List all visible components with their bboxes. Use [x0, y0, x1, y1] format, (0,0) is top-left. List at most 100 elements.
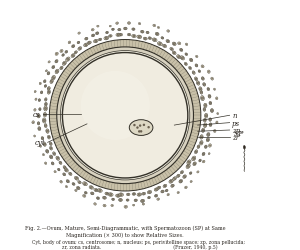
- Circle shape: [171, 185, 174, 187]
- Circle shape: [147, 126, 150, 129]
- Ellipse shape: [66, 58, 70, 62]
- Circle shape: [181, 58, 184, 60]
- Circle shape: [202, 153, 205, 156]
- Circle shape: [44, 144, 46, 146]
- Ellipse shape: [77, 42, 80, 44]
- Circle shape: [197, 172, 199, 173]
- Circle shape: [32, 122, 34, 124]
- Circle shape: [38, 100, 40, 102]
- Circle shape: [68, 42, 70, 44]
- Ellipse shape: [112, 29, 114, 31]
- Circle shape: [56, 61, 58, 63]
- Ellipse shape: [39, 145, 42, 148]
- Circle shape: [186, 44, 188, 46]
- Circle shape: [208, 153, 210, 155]
- Ellipse shape: [208, 144, 211, 148]
- Circle shape: [95, 189, 97, 192]
- Ellipse shape: [203, 108, 206, 112]
- Ellipse shape: [84, 192, 87, 194]
- Ellipse shape: [45, 70, 47, 72]
- Circle shape: [50, 143, 52, 145]
- Circle shape: [209, 102, 211, 105]
- Ellipse shape: [44, 103, 47, 107]
- Ellipse shape: [132, 29, 135, 31]
- Circle shape: [158, 187, 160, 189]
- Ellipse shape: [140, 31, 144, 34]
- Ellipse shape: [59, 162, 62, 165]
- Ellipse shape: [126, 193, 130, 196]
- Ellipse shape: [161, 190, 164, 193]
- Circle shape: [47, 73, 50, 75]
- Ellipse shape: [205, 114, 208, 118]
- Ellipse shape: [157, 27, 160, 30]
- Circle shape: [88, 42, 90, 44]
- Circle shape: [61, 68, 62, 70]
- Ellipse shape: [177, 56, 181, 60]
- Ellipse shape: [208, 95, 211, 99]
- Ellipse shape: [189, 172, 192, 175]
- Circle shape: [204, 120, 206, 122]
- Ellipse shape: [172, 177, 176, 180]
- Ellipse shape: [196, 56, 198, 58]
- Circle shape: [201, 98, 204, 100]
- Ellipse shape: [38, 127, 41, 131]
- Ellipse shape: [50, 156, 53, 159]
- Circle shape: [200, 92, 202, 94]
- Ellipse shape: [142, 203, 145, 205]
- Circle shape: [40, 146, 41, 147]
- Circle shape: [133, 193, 135, 195]
- Ellipse shape: [197, 171, 199, 173]
- Ellipse shape: [52, 152, 56, 156]
- Ellipse shape: [38, 99, 40, 102]
- Circle shape: [48, 62, 50, 64]
- Circle shape: [202, 66, 204, 68]
- Circle shape: [197, 146, 200, 148]
- Ellipse shape: [49, 142, 52, 146]
- Text: cs: cs: [33, 110, 40, 118]
- Ellipse shape: [65, 186, 68, 188]
- Circle shape: [117, 34, 119, 37]
- Ellipse shape: [75, 190, 77, 192]
- Circle shape: [124, 28, 126, 30]
- Circle shape: [120, 34, 122, 36]
- Ellipse shape: [55, 60, 58, 64]
- Circle shape: [214, 130, 216, 132]
- Ellipse shape: [44, 98, 47, 102]
- Ellipse shape: [39, 83, 41, 86]
- Circle shape: [190, 60, 192, 62]
- Circle shape: [209, 124, 211, 126]
- Circle shape: [54, 171, 56, 173]
- Circle shape: [99, 190, 101, 192]
- Ellipse shape: [116, 194, 120, 198]
- Circle shape: [110, 194, 112, 196]
- Circle shape: [211, 110, 213, 112]
- Ellipse shape: [200, 91, 203, 95]
- Circle shape: [50, 156, 52, 158]
- Ellipse shape: [154, 194, 158, 197]
- Circle shape: [60, 162, 61, 164]
- Ellipse shape: [214, 89, 215, 91]
- Circle shape: [90, 186, 92, 189]
- Ellipse shape: [204, 104, 207, 108]
- Ellipse shape: [60, 50, 63, 53]
- Ellipse shape: [157, 198, 160, 200]
- Ellipse shape: [157, 186, 161, 190]
- Circle shape: [177, 192, 179, 194]
- Ellipse shape: [179, 180, 183, 183]
- Ellipse shape: [207, 88, 210, 91]
- Ellipse shape: [187, 160, 191, 165]
- Ellipse shape: [118, 193, 124, 197]
- Circle shape: [144, 38, 146, 40]
- Ellipse shape: [152, 39, 157, 42]
- Ellipse shape: [34, 91, 36, 93]
- Circle shape: [110, 36, 111, 38]
- Ellipse shape: [140, 200, 145, 203]
- Circle shape: [196, 56, 198, 58]
- Ellipse shape: [209, 124, 212, 127]
- Ellipse shape: [85, 38, 88, 41]
- Ellipse shape: [106, 32, 109, 34]
- Circle shape: [105, 38, 108, 40]
- Ellipse shape: [71, 54, 75, 58]
- Circle shape: [159, 43, 161, 46]
- Text: SP: SP: [234, 130, 244, 138]
